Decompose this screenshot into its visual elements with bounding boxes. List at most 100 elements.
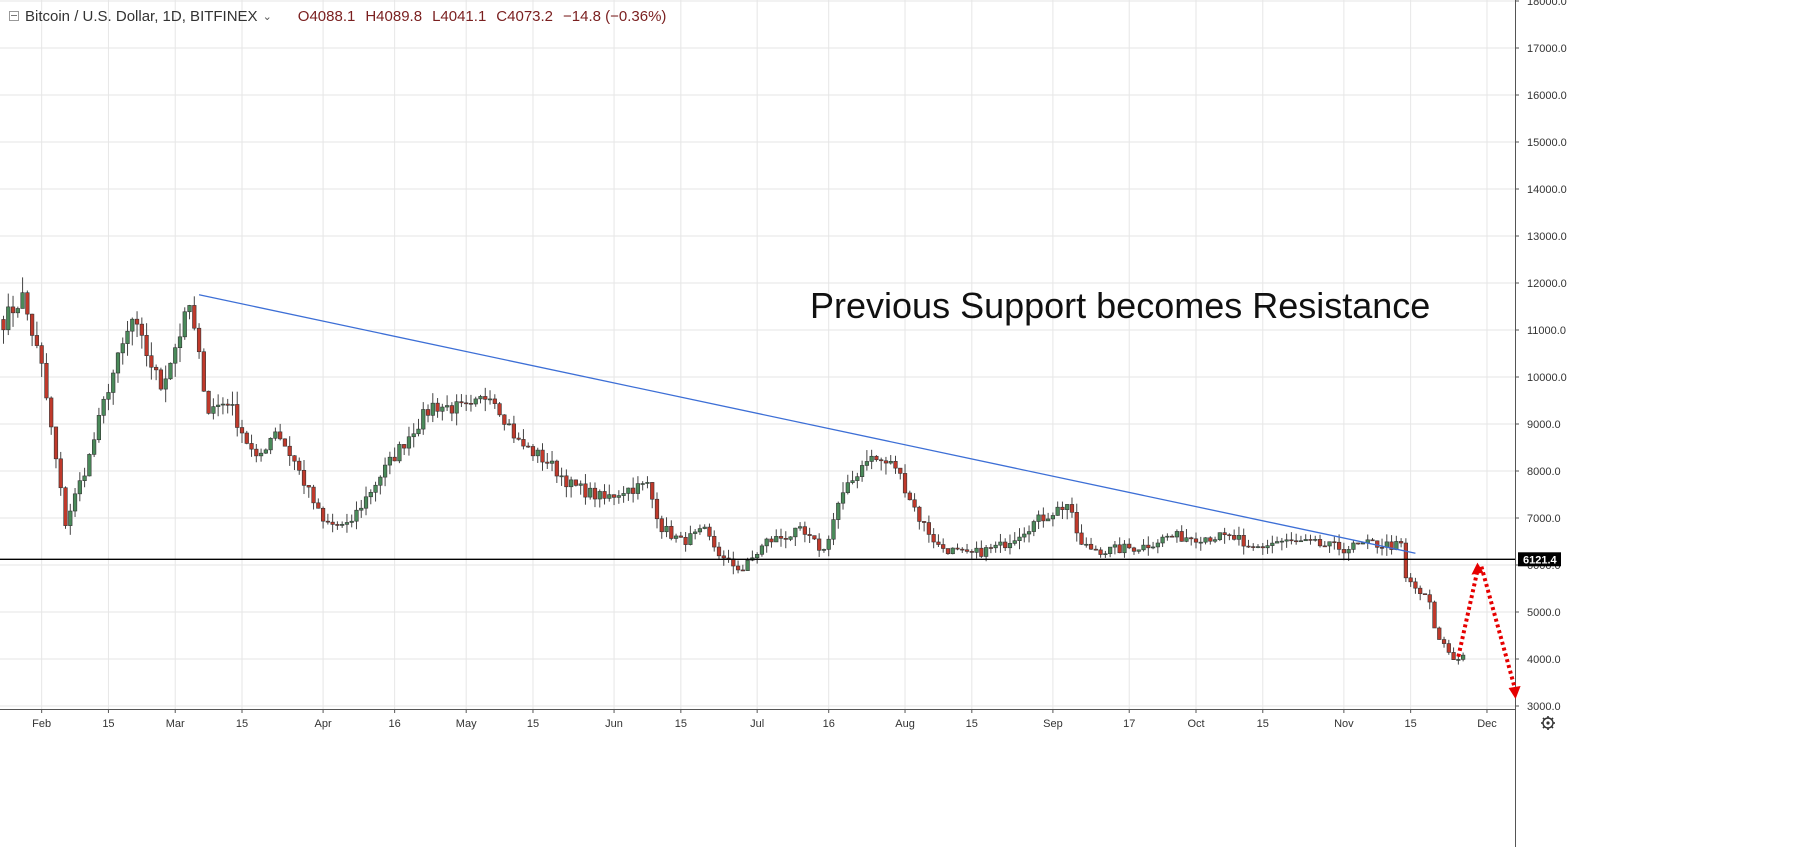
- y-tick-label: 4000.0: [1527, 654, 1561, 666]
- candle-down: [1451, 652, 1456, 660]
- y-tick-label: 5000.0: [1527, 607, 1561, 619]
- candle-down: [778, 536, 784, 539]
- collapse-icon[interactable]: [9, 11, 19, 21]
- candle-down: [922, 521, 927, 523]
- candle-down: [669, 525, 674, 539]
- candle-down: [1193, 538, 1199, 543]
- y-tick-label: 17000.0: [1527, 43, 1567, 55]
- candle-down: [320, 507, 326, 522]
- candle-up: [1279, 540, 1284, 543]
- candle-up: [1046, 518, 1051, 522]
- candle-up: [688, 533, 693, 545]
- candle-up: [130, 318, 135, 332]
- candle-down: [244, 432, 249, 444]
- y-tick-label: 14000.0: [1527, 184, 1567, 196]
- candle-up: [1174, 531, 1180, 538]
- candle-down: [941, 544, 946, 549]
- candle-down: [969, 551, 974, 553]
- candle-down: [44, 363, 49, 399]
- y-tick-label: 12000.0: [1527, 278, 1567, 290]
- ohlc-values: O4088.1 H4089.8 L4041.1 C4073.2 −14.8 (−…: [298, 8, 667, 25]
- candle-up: [635, 483, 641, 494]
- candle-up: [998, 541, 1003, 546]
- candle-up: [173, 347, 178, 364]
- y-tick-label: 9000.0: [1527, 419, 1561, 431]
- candle-up: [950, 547, 955, 555]
- annotation-text[interactable]: Previous Support becomes Resistance: [810, 285, 1430, 326]
- candle-up: [697, 528, 703, 533]
- candle-down: [139, 323, 144, 336]
- candle-down: [1041, 514, 1046, 522]
- candle-down: [712, 535, 717, 548]
- candle-up: [1360, 542, 1366, 545]
- candle-down: [659, 518, 664, 533]
- candle-down: [306, 485, 311, 488]
- x-tick-label: Dec: [1477, 718, 1497, 730]
- candle-up: [82, 475, 87, 481]
- x-tick-label: 15: [102, 718, 114, 730]
- candle-down: [1341, 549, 1346, 554]
- candle-up: [1012, 540, 1017, 544]
- candle-up: [535, 449, 540, 457]
- x-tick-label: 16: [823, 718, 835, 730]
- candle-up: [373, 484, 378, 493]
- candle-up: [764, 538, 769, 547]
- candle-up: [268, 437, 273, 451]
- symbol-title[interactable]: Bitcoin / U.S. Dollar, 1D, BITFINEX: [25, 7, 258, 25]
- candle-down: [239, 427, 245, 434]
- candle-up: [273, 431, 278, 439]
- candle-down: [196, 327, 202, 353]
- descending-trendline[interactable]: [198, 294, 1416, 554]
- candle-up: [106, 392, 111, 400]
- candle-up: [845, 482, 850, 494]
- x-tick-label: Jun: [605, 718, 623, 730]
- chevron-down-icon[interactable]: ⌄: [262, 10, 272, 23]
- candle-up: [340, 524, 345, 526]
- candle-down: [1446, 643, 1451, 653]
- candle-down: [521, 439, 526, 447]
- change-value: −14.8 (−0.36%): [563, 7, 667, 25]
- candle-down: [1437, 627, 1442, 640]
- up-arrow-line: [1456, 570, 1480, 658]
- x-tick-label: 16: [389, 718, 401, 730]
- x-tick-label: 15: [1257, 718, 1269, 730]
- candle-up: [1155, 542, 1160, 548]
- candle-up: [607, 494, 612, 499]
- x-tick-label: Nov: [1334, 718, 1354, 730]
- x-tick-label: Aug: [895, 718, 915, 730]
- candle-up: [1084, 543, 1089, 546]
- candle-down: [1074, 512, 1079, 534]
- candle-down: [1422, 593, 1428, 596]
- time-axis[interactable]: Feb 15 Mar 15 Apr 16 May 15 Jun 15 Jul 16 Aug 15 Sep 17…: [32, 709, 1497, 730]
- candle-up: [87, 454, 92, 477]
- candle-up: [1184, 537, 1189, 542]
- candle-down: [1088, 543, 1094, 550]
- candle-down: [468, 403, 474, 405]
- y-tick-label: 13000.0: [1527, 231, 1567, 243]
- candle-down: [1294, 540, 1299, 543]
- candle-up: [115, 352, 121, 374]
- candle-up: [774, 536, 779, 543]
- candle-down: [330, 521, 335, 525]
- settings-gear-icon[interactable]: [1541, 716, 1555, 730]
- candle-up: [1284, 539, 1289, 542]
- candle-down: [1069, 504, 1075, 513]
- candle-up: [597, 491, 602, 500]
- candle-up: [888, 460, 893, 464]
- candle-down: [1079, 532, 1084, 545]
- candle-up: [645, 482, 650, 484]
- candle-down: [1208, 537, 1213, 542]
- y-tick-label: 11000.0: [1527, 325, 1566, 337]
- close-value: C4073.2: [496, 7, 554, 25]
- candle-up: [755, 554, 760, 559]
- candle-down: [554, 460, 559, 477]
- candle-down: [1098, 549, 1103, 555]
- price-axis[interactable]: 3000.04000.05000.06000.07000.08000.09000…: [1515, 0, 1567, 713]
- candle-down: [573, 479, 578, 486]
- candle-down: [592, 487, 598, 500]
- candle-up: [220, 403, 226, 406]
- candle-up: [1141, 544, 1146, 551]
- candle-down: [683, 536, 688, 545]
- candle-up: [1150, 546, 1156, 549]
